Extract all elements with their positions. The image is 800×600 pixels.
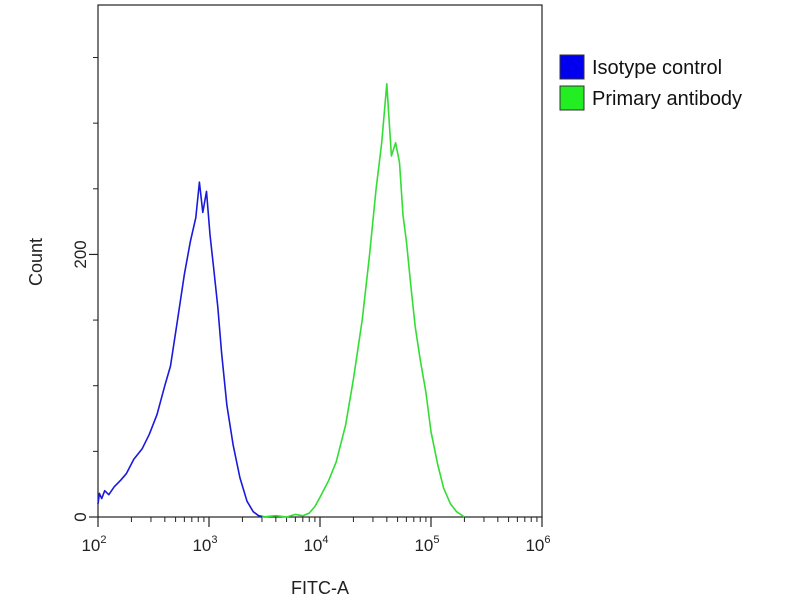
x-tick-label: 102: [81, 534, 106, 555]
x-tick-exponent: 3: [211, 534, 217, 546]
x-tick-exponent: 4: [322, 534, 328, 546]
series-line-isotype-control: [97, 181, 266, 518]
x-tick-exponent: 6: [544, 534, 550, 546]
y-tick-label: 0: [71, 512, 90, 521]
x-tick-base: 10: [303, 536, 322, 555]
series-layer: [97, 83, 465, 518]
x-tick-exponent: 2: [100, 534, 106, 546]
x-tick-base: 10: [414, 536, 433, 555]
x-axis: 102 103 104 105 106: [81, 517, 551, 555]
x-tick-exponent: 5: [433, 534, 439, 546]
series-line-primary-antibody: [261, 83, 465, 518]
legend: Isotype control Primary antibody: [559, 54, 742, 111]
x-tick-label: 106: [525, 534, 550, 555]
x-tick-label: 104: [303, 534, 328, 555]
legend-label: Isotype control: [592, 57, 722, 79]
legend-swatch: [559, 54, 585, 80]
x-tick-base: 10: [81, 536, 100, 555]
x-tick-base: 10: [192, 536, 211, 555]
legend-swatch: [559, 85, 585, 111]
x-tick-base: 10: [525, 536, 544, 555]
y-tick-label: 200: [71, 240, 90, 268]
legend-label: Primary antibody: [592, 88, 742, 110]
x-tick-label: 103: [192, 534, 217, 555]
x-axis-title: FITC-A: [291, 578, 349, 598]
x-tick-label: 105: [414, 534, 439, 555]
plot-area-frame: [97, 4, 543, 518]
y-axis-title: Count: [26, 238, 46, 286]
y-axis: 0 200: [71, 57, 98, 522]
